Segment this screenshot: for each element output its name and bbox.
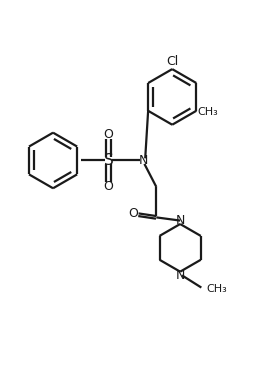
Text: N: N	[175, 214, 185, 226]
Text: S: S	[104, 153, 113, 168]
Text: CH₃: CH₃	[207, 284, 227, 294]
Text: O: O	[128, 207, 138, 220]
Text: Cl: Cl	[166, 55, 178, 68]
Text: O: O	[104, 128, 114, 141]
Text: N: N	[138, 154, 148, 167]
Text: N: N	[175, 269, 185, 282]
Text: CH₃: CH₃	[198, 107, 219, 117]
Text: O: O	[104, 180, 114, 193]
